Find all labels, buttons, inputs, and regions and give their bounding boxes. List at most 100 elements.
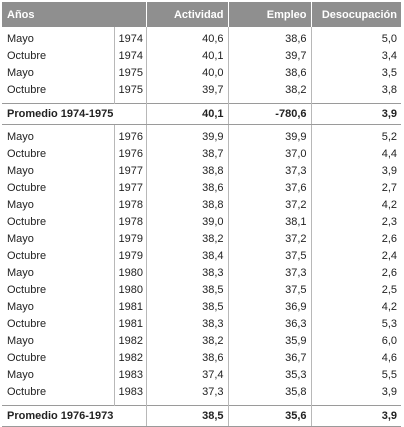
spacer-cell <box>114 124 147 129</box>
cell-anio: 1974 <box>114 48 147 65</box>
summary-actividad: 40,1 <box>146 103 229 125</box>
header-row: Años Actividad Empleo Desocupación <box>2 2 401 27</box>
table-row: Octubre 1983 37,3 35,8 3,9 <box>2 384 401 401</box>
cell-empleo: 38,2 <box>228 82 312 99</box>
summary-empleo: 35,6 <box>228 405 312 427</box>
table-row: Mayo 1981 38,5 36,9 4,2 <box>2 299 401 316</box>
table-body: Mayo 1974 40,6 38,6 5,0 Octubre 1974 40,1 39,7 3,… <box>2 27 401 427</box>
spacer-row <box>2 124 401 129</box>
cell-empleo: 37,6 <box>228 180 312 197</box>
cell-desocupacion: 3,5 <box>381 67 397 79</box>
cell-anio: 1980 <box>114 265 147 282</box>
cell-mes: Octubre <box>2 350 115 367</box>
table-row: Octubre 1978 39,0 38,1 2,3 <box>2 214 401 231</box>
cell-actividad: 38,4 <box>146 248 229 265</box>
cell-actividad: 38,7 <box>146 146 229 163</box>
cell-actividad: 40,0 <box>146 65 229 82</box>
cell-desocupacion: 2,6 <box>381 267 397 279</box>
cell-actividad: 38,5 <box>146 282 229 299</box>
cell-empleo: 35,9 <box>228 333 312 350</box>
table-row: Octubre 1982 38,6 36,7 4,6 <box>2 350 401 367</box>
table-header: Años Actividad Empleo Desocupación <box>2 2 401 27</box>
cell-mes: Mayo <box>2 197 115 214</box>
table-row: Mayo 1983 37,4 35,3 5,5 <box>2 367 401 384</box>
summary-label: Promedio 1976-1973 <box>2 405 147 427</box>
cell-actividad: 38,5 <box>146 299 229 316</box>
cell-anio: 1979 <box>114 231 147 248</box>
cell-mes: Mayo <box>2 231 115 248</box>
cell-mes: Octubre <box>2 384 115 401</box>
cell-anio: 1976 <box>114 146 147 163</box>
spacer-cell <box>228 401 312 406</box>
cell-anio: 1977 <box>114 163 147 180</box>
cell-mes: Octubre <box>2 146 115 163</box>
cell-anio: 1983 <box>114 367 147 384</box>
cell-empleo: 39,9 <box>228 129 312 146</box>
spacer-cell <box>114 27 147 31</box>
cell-actividad: 39,7 <box>146 82 229 99</box>
cell-actividad: 39,9 <box>146 129 229 146</box>
cell-empleo: 35,3 <box>228 367 312 384</box>
table-row: Mayo 1974 40,6 38,6 5,0 <box>2 31 401 48</box>
cell-anio: 1979 <box>114 248 147 265</box>
cell-actividad: 38,8 <box>146 197 229 214</box>
cell-desocupacion: 2,3 <box>381 216 397 228</box>
summary-row: Promedio 1974-1975 40,1 -780,6 3,9 <box>2 103 401 125</box>
table-row: Octubre 1981 38,3 36,3 5,3 <box>2 316 401 333</box>
cell-desocupacion: 2,5 <box>381 284 397 296</box>
cell-desocupacion: 4,4 <box>381 148 397 160</box>
spacer-cell <box>2 124 115 129</box>
cell-desocupacion: 3,9 <box>381 165 397 177</box>
spacer-cell <box>146 27 229 31</box>
cell-actividad: 38,2 <box>146 231 229 248</box>
header-desocupacion: Desocupación <box>321 8 397 21</box>
cell-anio: 1978 <box>114 214 147 231</box>
cell-mes: Mayo <box>2 367 115 384</box>
spacer-row <box>2 99 401 104</box>
cell-anio: 1978 <box>114 197 147 214</box>
table-row: Octubre 1976 38,7 37,0 4,4 <box>2 146 401 163</box>
cell-actividad: 39,0 <box>146 214 229 231</box>
table-row: Octubre 1975 39,7 38,2 3,8 <box>2 82 401 99</box>
cell-empleo: 36,3 <box>228 316 312 333</box>
cell-desocupacion: 4,2 <box>381 301 397 313</box>
table-row: Octubre 1977 38,6 37,6 2,7 <box>2 180 401 197</box>
spacer-row <box>2 27 401 31</box>
cell-empleo: 37,5 <box>228 282 312 299</box>
cell-empleo: 37,2 <box>228 197 312 214</box>
cell-desocupacion: 3,9 <box>381 386 397 398</box>
cell-anio: 1982 <box>114 350 147 367</box>
header-empleo: Empleo <box>228 2 312 27</box>
cell-mes: Mayo <box>2 299 115 316</box>
summary-desocupacion: 3,9 <box>311 103 401 125</box>
spacer-cell <box>2 27 115 31</box>
cell-actividad: 38,6 <box>146 180 229 197</box>
cell-mes: Octubre <box>2 180 115 197</box>
cell-anio: 1976 <box>114 129 147 146</box>
summary-row: Promedio 1976-1973 38,5 35,6 3,9 <box>2 405 401 427</box>
table-row: Mayo 1978 38,8 37,2 4,2 <box>2 197 401 214</box>
cell-anio: 1982 <box>114 333 147 350</box>
summary-actividad: 38,5 <box>146 405 229 427</box>
cell-mes: Mayo <box>2 31 115 48</box>
spacer-cell <box>2 401 115 406</box>
cell-actividad: 37,3 <box>146 384 229 401</box>
cell-mes: Octubre <box>2 316 115 333</box>
cell-mes: Mayo <box>2 265 115 282</box>
cell-anio: 1980 <box>114 282 147 299</box>
cell-mes: Mayo <box>2 163 115 180</box>
table-row: Octubre 1974 40,1 39,7 3,4 <box>2 48 401 65</box>
table-row: Mayo 1976 39,9 39,9 5,2 <box>2 129 401 146</box>
spacer-cell <box>228 124 312 129</box>
header-anos: Años <box>2 2 147 27</box>
cell-mes: Octubre <box>2 48 115 65</box>
spacer-cell <box>146 99 229 104</box>
cell-desocupacion: 3,8 <box>381 84 397 96</box>
cell-desocupacion: 6,0 <box>381 335 397 347</box>
cell-empleo: 37,0 <box>228 146 312 163</box>
cell-empleo: 37,3 <box>228 163 312 180</box>
cell-desocupacion: 3,4 <box>381 50 397 62</box>
cell-actividad: 40,6 <box>146 31 229 48</box>
table-row: Mayo 1975 40,0 38,6 3,5 <box>2 65 401 82</box>
